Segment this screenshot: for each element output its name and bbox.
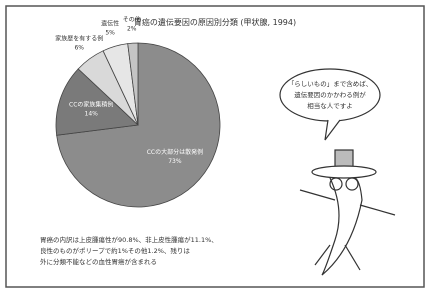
page: 胃癌の遺伝要因の原因別分類 (甲状腺, 1994) CCの大部分は散発例 73% C…	[0, 0, 430, 293]
slice-label: 家族歴を有する例	[55, 35, 103, 43]
chart-title: 胃癌の遺伝要因の原因別分類 (甲状腺, 1994)	[134, 17, 296, 27]
slice-label: その他	[123, 16, 141, 24]
bubble-line: 相当な人ですよ	[307, 101, 353, 110]
slice-label: CCの大部分は散発例	[147, 148, 203, 156]
slice-value: 5%	[105, 29, 115, 36]
note-line: 外に分類不能などの血性胃癌が含まれる	[40, 257, 157, 266]
bubble-line: 遺伝要因のかかわる例が	[294, 90, 366, 99]
slice-value: 73%	[168, 158, 182, 165]
bubble-line: 「らしいもの」まで含めば、	[288, 79, 373, 88]
note-line: 良性のものがポリープで約1%その他1.2%、残りは	[40, 246, 190, 255]
slice-label: CCの家族集積例	[69, 100, 113, 108]
slice-value: 14%	[85, 110, 99, 117]
note-line: 胃癌の内訳は上皮腫瘍性が90.8%、非上皮性腫瘍が11.1%、	[40, 235, 218, 244]
slice-value: 6%	[74, 45, 84, 52]
slice-value: 2%	[127, 26, 137, 33]
slice-label: 遺伝性	[101, 19, 119, 27]
